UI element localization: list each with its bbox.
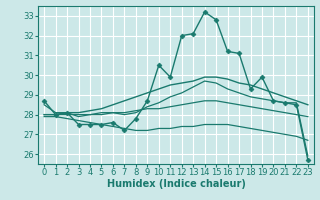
X-axis label: Humidex (Indice chaleur): Humidex (Indice chaleur) <box>107 179 245 189</box>
